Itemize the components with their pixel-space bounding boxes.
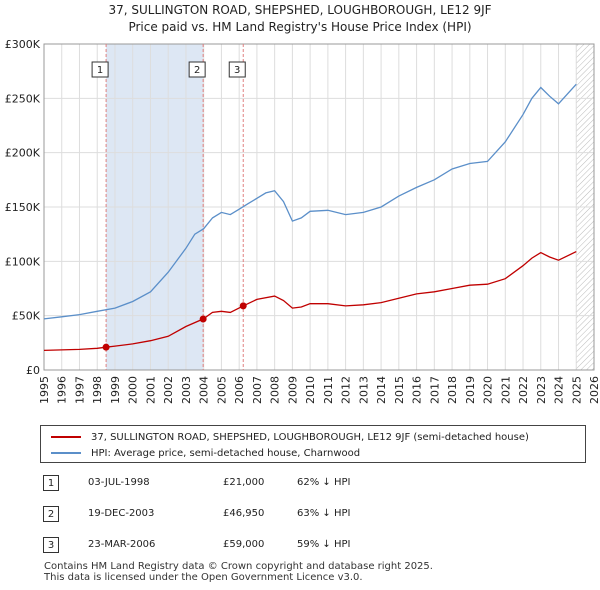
attribution-footer: Contains HM Land Registry data © Crown c… [44, 561, 433, 583]
x-tick-label: 2017 [428, 376, 441, 404]
x-tick-label: 1996 [56, 376, 69, 404]
legend: 37, SULLINGTON ROAD, SHEPSHED, LOUGHBORO… [40, 425, 586, 463]
x-tick-label: 2010 [304, 376, 317, 404]
transaction-badge: 2 [43, 506, 59, 522]
transaction-price: £21,000 [223, 477, 265, 488]
x-tick-label: 1997 [73, 376, 86, 404]
transaction-date: 03-JUL-1998 [88, 477, 150, 488]
y-tick-label: £250K [5, 92, 41, 105]
x-tick-label: 2021 [499, 376, 512, 404]
y-tick-label: £200K [5, 147, 41, 160]
x-tick-label: 2023 [535, 376, 548, 404]
x-tick-label: 2012 [340, 376, 353, 404]
attribution-line-2: This data is licensed under the Open Gov… [44, 572, 363, 583]
transaction-date: 19-DEC-2003 [88, 508, 155, 519]
x-tick-label: 2013 [357, 376, 370, 404]
transaction-badge: 3 [43, 537, 59, 553]
transaction-chart-badge-label: 2 [194, 65, 200, 76]
x-tick-label: 2000 [127, 376, 140, 404]
transaction-point [199, 315, 207, 323]
transaction-chart-badge [91, 61, 109, 78]
transaction-chart-badge [188, 61, 206, 78]
legend-swatch-hpi [51, 452, 81, 454]
y-tick-label: £150K [5, 201, 41, 214]
x-tick-label: 2026 [588, 376, 600, 404]
x-tick-label: 1999 [109, 376, 122, 404]
transaction-badge: 1 [43, 475, 59, 491]
x-tick-label: 2007 [251, 376, 264, 404]
x-tick-label: 2005 [215, 376, 228, 404]
legend-item-hpi: HPI: Average price, semi-detached house,… [51, 445, 360, 461]
y-tick-label: £50K [12, 310, 41, 323]
x-tick-label: 2006 [233, 376, 246, 404]
x-tick-label: 2008 [269, 376, 282, 404]
x-tick-label: 2014 [375, 376, 388, 404]
x-tick-label: 1995 [38, 376, 51, 404]
price-chart: 37, SULLINGTON ROAD, SHEPSHED, LOUGHBORO… [5, 3, 600, 404]
x-tick-label: 2020 [482, 376, 495, 404]
transaction-date: 23-MAR-2006 [88, 539, 156, 550]
chart-subtitle: Price paid vs. HM Land Registry's House … [128, 20, 471, 34]
y-tick-label: £0 [26, 364, 40, 377]
transaction-hpi-diff: 63% ↓ HPI [297, 508, 351, 519]
x-tick-label: 2016 [411, 376, 424, 404]
plot-border [43, 43, 595, 371]
x-tick-label: 2022 [517, 376, 530, 404]
x-tick-label: 2004 [198, 376, 211, 404]
transaction-chart-badge-label: 3 [234, 65, 240, 76]
transaction-chart-badge-label: 1 [97, 65, 103, 76]
chart-title: 37, SULLINGTON ROAD, SHEPSHED, LOUGHBORO… [108, 3, 491, 17]
property-price-line [43, 251, 577, 352]
x-tick-label: 2009 [286, 376, 299, 404]
transaction-price: £46,950 [223, 508, 265, 519]
x-tick-label: 2003 [180, 376, 193, 404]
x-tick-label: 2024 [553, 376, 566, 404]
x-tick-label: 2019 [464, 376, 477, 404]
y-tick-label: £300K [5, 38, 41, 51]
x-tick-label: 2015 [393, 376, 406, 404]
legend-label-property: 37, SULLINGTON ROAD, SHEPSHED, LOUGHBORO… [91, 431, 529, 443]
x-tick-label: 2025 [570, 376, 583, 404]
legend-item-property: 37, SULLINGTON ROAD, SHEPSHED, LOUGHBORO… [51, 429, 529, 445]
transaction-hpi-diff: 59% ↓ HPI [297, 539, 351, 550]
x-tick-label: 2001 [144, 376, 157, 404]
attribution-line-1: Contains HM Land Registry data © Crown c… [44, 561, 433, 572]
transaction-hpi-diff: 62% ↓ HPI [297, 477, 351, 488]
x-tick-label: 2011 [322, 376, 335, 404]
transaction-chart-badge [228, 61, 246, 78]
hpi-line [43, 83, 577, 320]
transaction-price: £59,000 [223, 539, 265, 550]
legend-label-hpi: HPI: Average price, semi-detached house,… [91, 447, 361, 459]
transaction-point [102, 343, 110, 351]
transaction-point [239, 302, 247, 310]
x-tick-label: 2018 [446, 376, 459, 404]
x-tick-label: 1998 [91, 376, 104, 404]
x-tick-label: 2002 [162, 376, 175, 404]
y-tick-label: £100K [5, 255, 41, 268]
legend-swatch-property [51, 436, 81, 438]
